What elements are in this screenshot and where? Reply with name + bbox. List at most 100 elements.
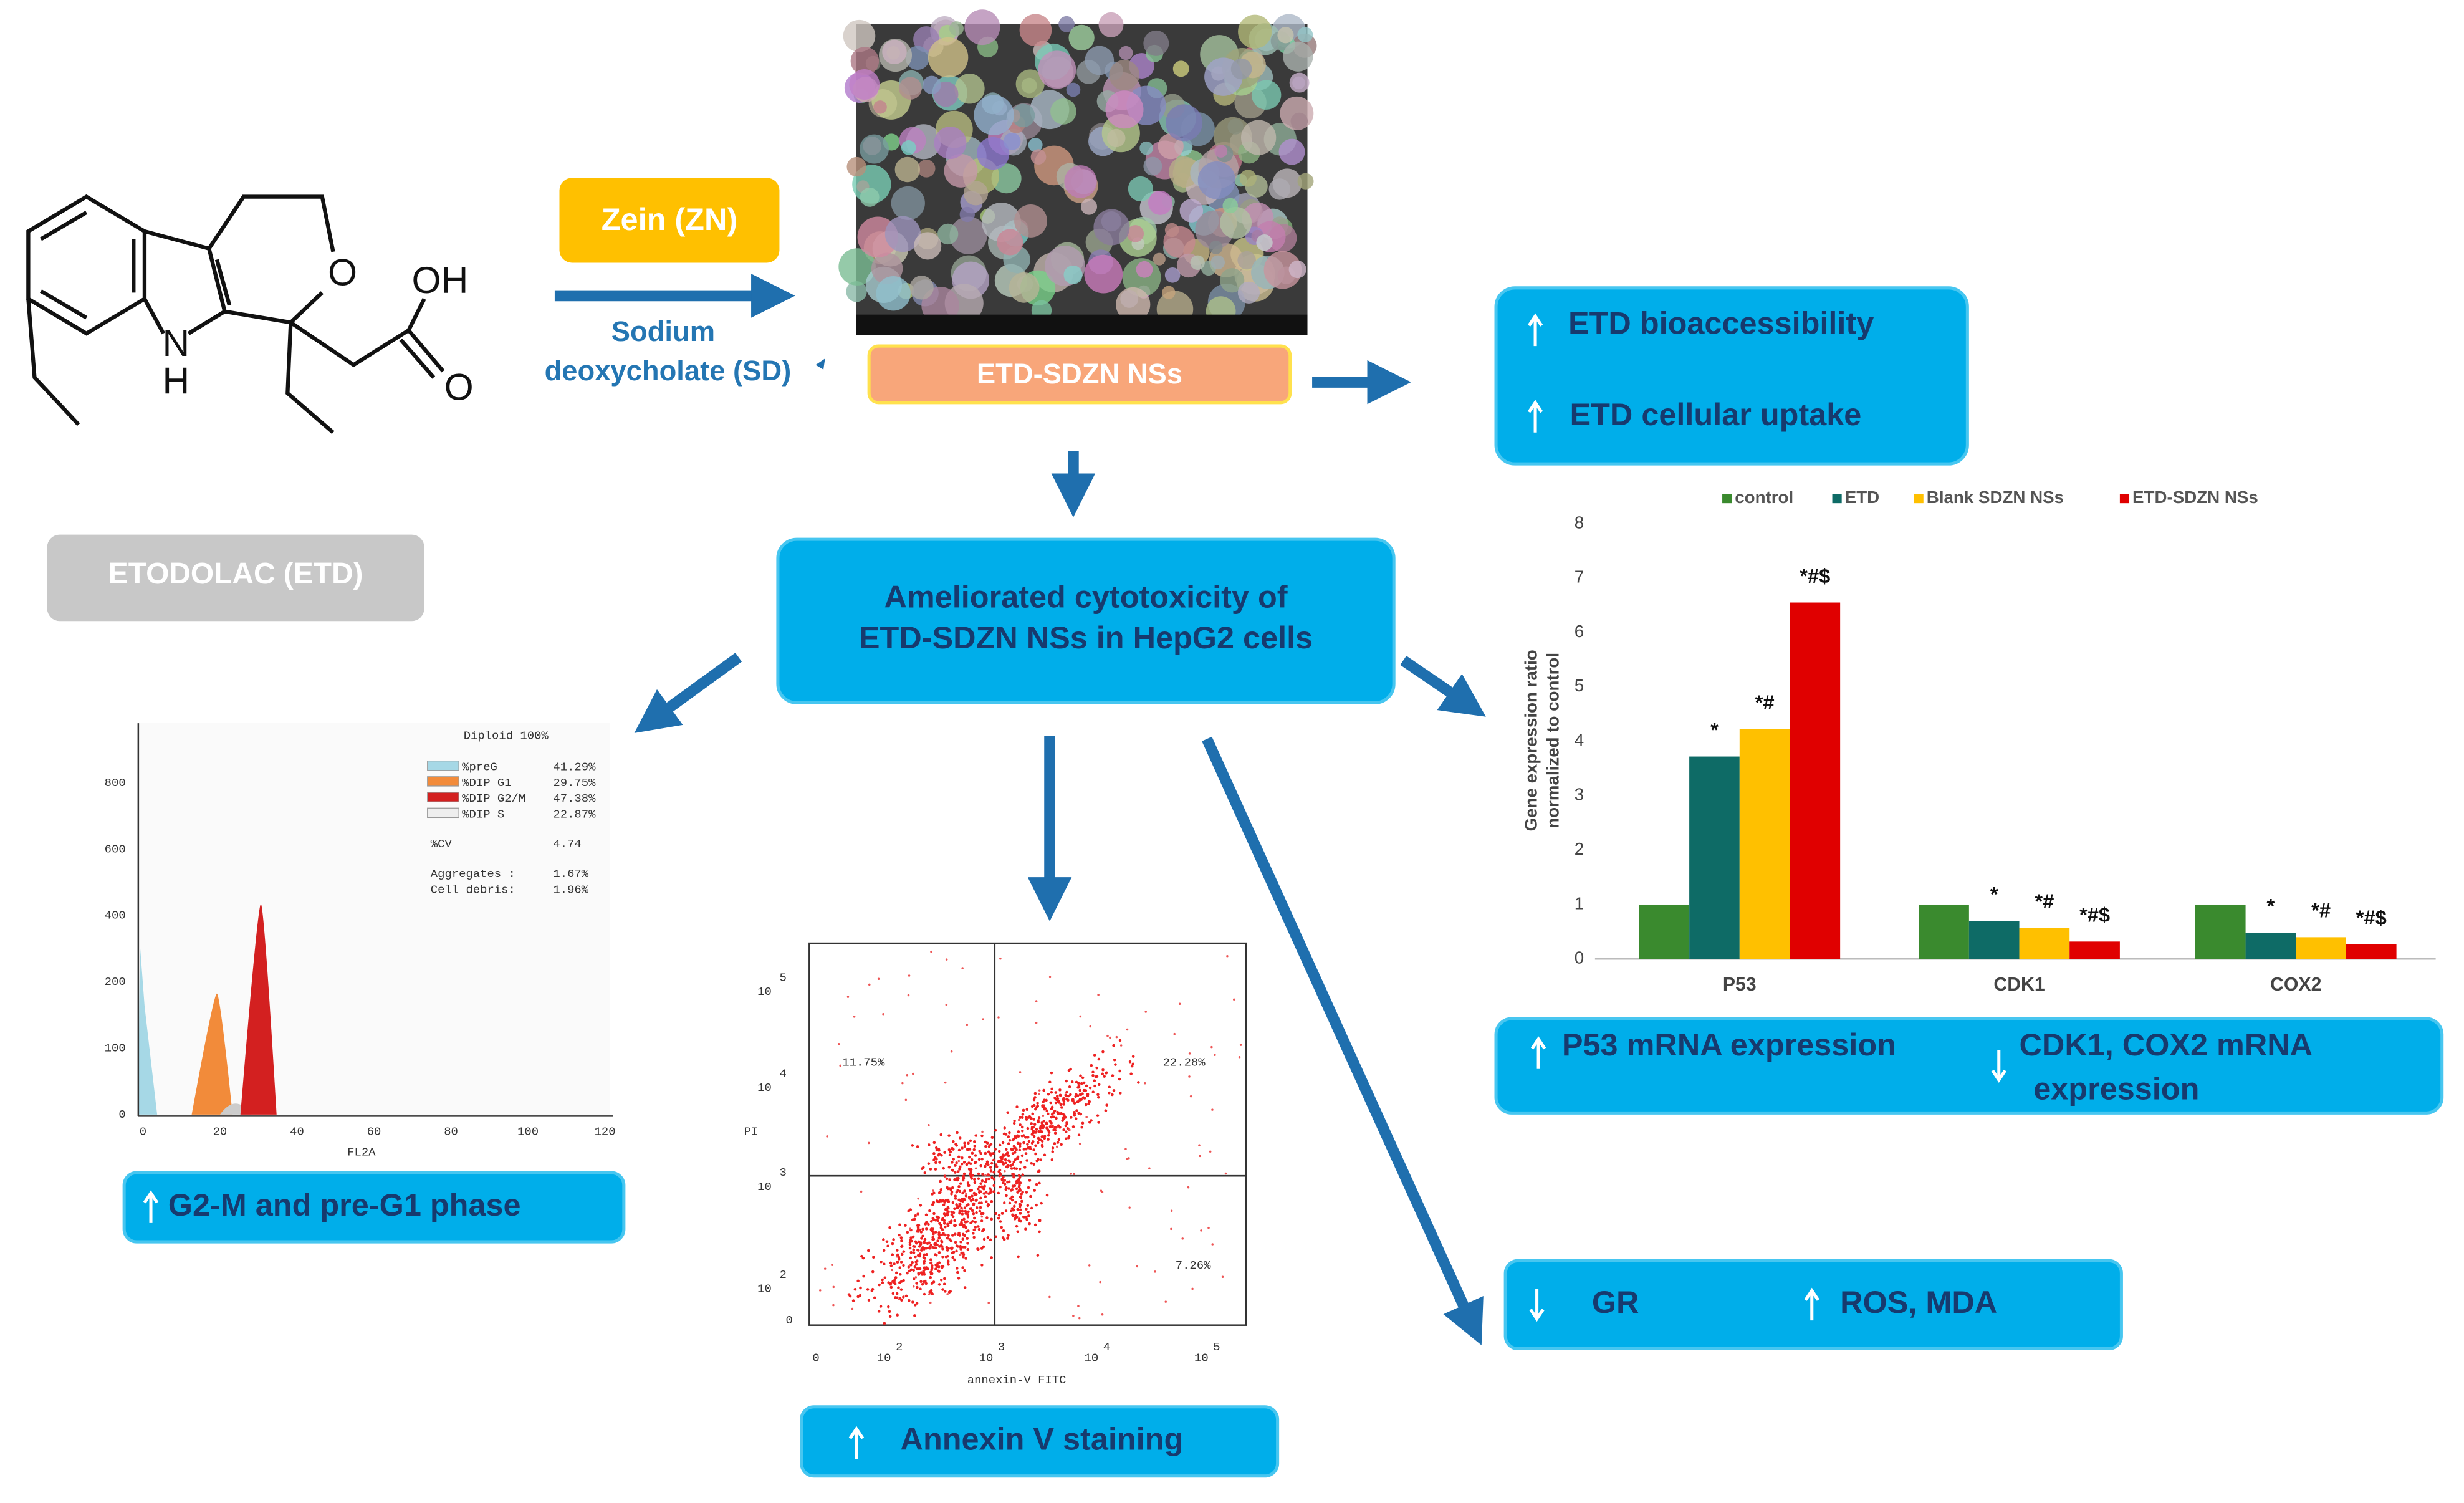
- dot: [914, 1240, 918, 1243]
- dot: [990, 1217, 994, 1221]
- dot: [1067, 1094, 1070, 1098]
- x-tick-label: 10: [1085, 1352, 1099, 1365]
- dot: [1111, 1093, 1114, 1097]
- dot: [961, 1178, 965, 1182]
- dot: [982, 1237, 986, 1241]
- dot: [949, 1247, 953, 1250]
- dot: [1027, 1211, 1030, 1214]
- dot: [1075, 1109, 1078, 1112]
- dot: [1057, 1112, 1060, 1115]
- dot: [980, 1264, 984, 1267]
- dot: [977, 1201, 981, 1205]
- dot: [962, 1255, 965, 1259]
- dot: [1045, 1109, 1049, 1113]
- dot: [974, 1154, 977, 1157]
- dot: [962, 1172, 966, 1176]
- dot: [1070, 1116, 1073, 1119]
- dot: [906, 1231, 909, 1234]
- dot: [952, 1140, 955, 1143]
- y-tick-label: 2: [1575, 839, 1584, 858]
- dot: [1049, 1101, 1052, 1105]
- dot: [1019, 1123, 1022, 1126]
- dot: [1128, 1206, 1131, 1209]
- dot: [1047, 1092, 1050, 1096]
- dot: [871, 1270, 875, 1274]
- legend-label: %DIP S: [462, 807, 504, 821]
- dot: [1058, 1126, 1062, 1129]
- dot: [1038, 1230, 1041, 1234]
- dot: [945, 1246, 949, 1249]
- dot: [938, 1245, 941, 1248]
- y-axis-label: Gene expression ratio: [1521, 650, 1540, 831]
- dot: [931, 1292, 934, 1296]
- dot: [984, 1191, 988, 1194]
- dot: [1178, 1002, 1181, 1006]
- dot: [899, 1280, 903, 1283]
- dot: [1000, 1226, 1004, 1229]
- dot: [979, 1182, 982, 1185]
- dot: [1015, 1167, 1019, 1171]
- dot: [977, 1177, 980, 1180]
- dot: [906, 1271, 909, 1275]
- dot: [962, 1174, 966, 1178]
- dot: [1020, 1154, 1024, 1158]
- dot: [936, 1239, 939, 1242]
- dot: [1010, 1198, 1014, 1202]
- dot: [948, 1187, 951, 1190]
- dot: [931, 1203, 934, 1206]
- dot: [973, 1216, 976, 1220]
- dot: [925, 1221, 928, 1224]
- bar: [2245, 933, 2296, 959]
- dot: [985, 1216, 989, 1219]
- dot: [1077, 1085, 1081, 1089]
- dot: [944, 1214, 947, 1217]
- dot: [941, 1217, 944, 1221]
- grain: [1209, 241, 1223, 254]
- dot: [1016, 1141, 1020, 1145]
- dot: [940, 1154, 943, 1157]
- dot: [1039, 1158, 1043, 1161]
- dot: [969, 1221, 972, 1225]
- dot: [958, 1189, 962, 1193]
- dot: [898, 1266, 902, 1269]
- dot: [911, 1144, 914, 1147]
- grain: [1107, 128, 1126, 148]
- grain: [1162, 286, 1176, 299]
- dot: [1050, 1125, 1054, 1128]
- dot: [929, 1272, 933, 1276]
- grain: [1172, 60, 1189, 77]
- dot: [898, 1298, 901, 1301]
- dot: [1013, 1217, 1017, 1221]
- dot: [966, 1216, 970, 1219]
- dot: [923, 1292, 926, 1296]
- dot: [961, 1266, 964, 1269]
- dot: [946, 1249, 949, 1252]
- stat-value: 4.74: [553, 837, 581, 851]
- dot: [956, 1131, 959, 1135]
- grain: [1179, 199, 1204, 223]
- dot: [893, 1262, 896, 1265]
- dot: [971, 1209, 974, 1212]
- dot: [980, 1158, 984, 1161]
- dot: [916, 1285, 919, 1289]
- significance-label: *#$: [1800, 564, 1830, 587]
- dot: [983, 1184, 986, 1188]
- dot: [957, 1277, 961, 1280]
- dot: [1051, 1150, 1055, 1153]
- dot: [1005, 1165, 1009, 1169]
- y-tick-label: 4: [779, 1067, 786, 1080]
- dot: [992, 1158, 995, 1162]
- x-tick-label: 80: [444, 1125, 458, 1139]
- dot: [952, 1148, 955, 1151]
- dot: [1062, 1128, 1065, 1131]
- dot: [1118, 1069, 1121, 1073]
- dot: [917, 1240, 921, 1244]
- dot: [948, 1238, 952, 1241]
- dot: [990, 1161, 994, 1165]
- dot: [947, 1134, 951, 1137]
- dot: [1020, 1116, 1024, 1120]
- atom-label: H: [163, 360, 190, 402]
- y-tick-label: 3: [779, 1166, 786, 1179]
- dot: [1154, 1270, 1156, 1273]
- quadrant-label: 7.26%: [1176, 1259, 1211, 1272]
